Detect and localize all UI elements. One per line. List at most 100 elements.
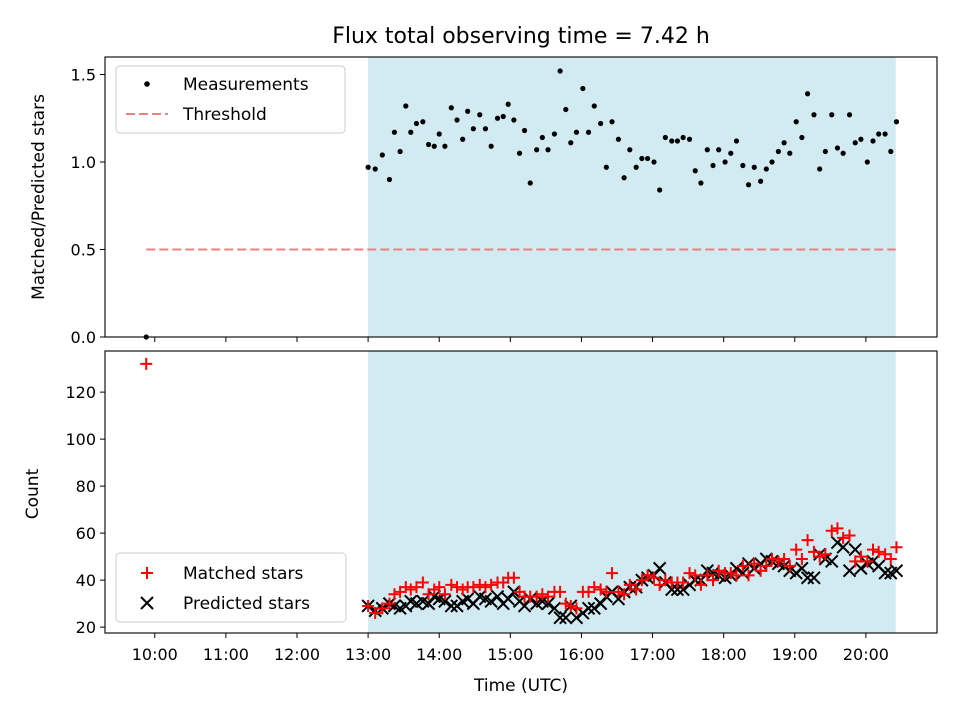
- measurement-point: [585, 129, 592, 135]
- predicted-star-point: [800, 571, 815, 585]
- predicted-star-point: [569, 611, 584, 625]
- measurement-point: [644, 155, 651, 162]
- matched-star-point: [438, 588, 451, 601]
- matched-star-point: [530, 590, 543, 603]
- matched-star-point: [884, 552, 897, 565]
- bottom-y-tick-label: 100: [65, 430, 96, 449]
- measurement-point: [516, 150, 523, 156]
- predicted-star-point: [842, 564, 857, 578]
- measurement-point: [728, 150, 734, 156]
- measurement-point: [846, 112, 853, 118]
- matched-star-point: [507, 571, 520, 584]
- matched-star-point: [473, 578, 486, 591]
- predicted-star-point: [652, 561, 667, 576]
- measurement-point: [505, 101, 511, 107]
- measurement-point: [882, 131, 888, 137]
- top-observing-region: [368, 57, 896, 337]
- measurement-point: [745, 182, 752, 188]
- matched-star-point: [362, 599, 375, 612]
- matched-star-point: [831, 522, 844, 535]
- top-legend-box: [115, 65, 346, 134]
- matched-star-point: [724, 567, 737, 580]
- bottom-legend: Matched stars Predicted stars: [115, 552, 347, 623]
- measurement-point: [521, 127, 528, 134]
- measurement-point: [460, 136, 466, 142]
- measurement-point: [580, 85, 586, 92]
- measurement-point: [811, 112, 817, 118]
- measurement-point: [477, 112, 483, 118]
- x-tick-label: 19:00: [772, 645, 818, 664]
- matched-star-point: [707, 574, 719, 587]
- measurement-point: [680, 134, 686, 141]
- matched-star-point: [813, 550, 826, 563]
- matched-star-point: [677, 576, 690, 589]
- predicted-star-point: [848, 542, 862, 557]
- measurement-point: [551, 131, 558, 137]
- measurement-point: [698, 180, 704, 186]
- measurement-point: [758, 178, 764, 184]
- predicted-star-point: [878, 566, 892, 580]
- matched-star-point: [388, 588, 401, 601]
- legend-matched-label: Matched stars: [183, 564, 303, 584]
- measurement-point: [539, 134, 545, 141]
- legend-measurements-marker: [144, 81, 150, 87]
- matched-star-point: [867, 543, 879, 556]
- predicted-star-point: [559, 611, 573, 625]
- matched-star-point: [404, 583, 417, 596]
- matched-star-point: [479, 581, 492, 594]
- matched-star-point: [825, 524, 838, 537]
- matched-star-point: [542, 590, 555, 603]
- top-panel: 0.0 0.5 1.0 1.5 Measurements Threshold: [71, 56, 938, 347]
- measurement-point: [876, 131, 882, 137]
- matched-star-point: [689, 569, 702, 582]
- matched-star-point: [772, 555, 785, 568]
- measurement-point: [692, 168, 698, 174]
- matched-star-point: [795, 552, 808, 565]
- predicted-star-point: [807, 571, 821, 585]
- predicted-star-point: [889, 564, 904, 578]
- matched-star-point: [600, 585, 613, 598]
- measurement-point: [403, 103, 409, 109]
- measurement-point: [372, 166, 378, 172]
- measurement-point: [603, 164, 609, 170]
- x-tick-label: 14:00: [416, 645, 462, 664]
- matched-star-point: [872, 545, 885, 558]
- x-tick-label: 13:00: [345, 645, 391, 664]
- legend-threshold-label: Threshold: [182, 105, 267, 125]
- bottom-y-axis-label: Count: [23, 468, 43, 519]
- measurement-point: [408, 129, 414, 135]
- measurement-point: [545, 147, 551, 153]
- measurement-point: [511, 117, 517, 123]
- matched-star-point: [445, 578, 458, 591]
- legend-measurements-label: Measurements: [183, 75, 309, 95]
- measurement-point: [633, 164, 639, 170]
- matched-star-point: [683, 567, 696, 580]
- measurement-point: [733, 138, 740, 144]
- predicted-star-point: [676, 582, 690, 597]
- measurement-point: [657, 187, 663, 193]
- matched-star-point: [641, 569, 654, 582]
- predicted-star-point: [581, 601, 596, 616]
- measurement-point: [840, 150, 846, 156]
- matched-star-point: [742, 569, 755, 582]
- measurement-point: [716, 147, 722, 153]
- measurement-point: [386, 176, 393, 183]
- matched-star-point: [376, 602, 389, 615]
- measurement-point: [563, 106, 569, 113]
- bottom-y-tick-label: 80: [76, 477, 96, 496]
- x-tick-label: 17:00: [630, 645, 676, 664]
- measurement-point: [527, 180, 533, 186]
- top-y-tick-label: 1.5: [71, 66, 96, 85]
- matched-star-point: [618, 588, 631, 601]
- matched-star-point: [659, 574, 672, 587]
- x-tick-label: 12:00: [274, 645, 320, 664]
- matched-star-point: [606, 567, 619, 580]
- measurement-point: [893, 119, 900, 125]
- top-plot-frame: [104, 56, 938, 338]
- measurement-point: [722, 159, 728, 165]
- measurement-point: [448, 105, 454, 111]
- measurement-point: [609, 119, 615, 125]
- x-tick-label: 10:00: [132, 645, 178, 664]
- matched-star-point: [433, 581, 446, 594]
- legend-predicted-marker: [140, 596, 154, 610]
